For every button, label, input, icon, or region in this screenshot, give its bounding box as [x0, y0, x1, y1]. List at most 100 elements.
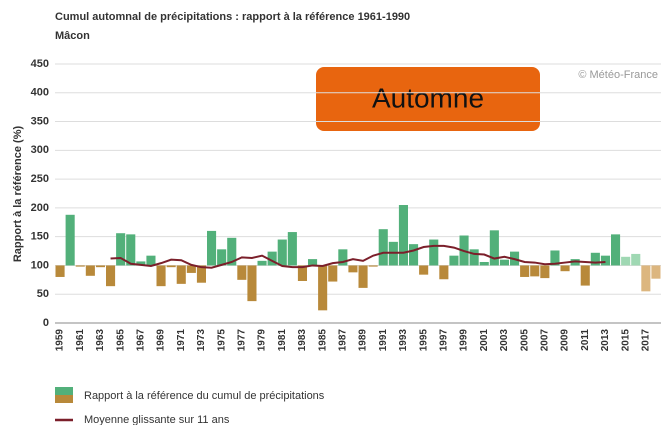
chart-subtitle: Mâcon	[55, 30, 90, 42]
x-tick-label: 1967	[135, 329, 146, 352]
bar	[479, 261, 489, 266]
bar	[297, 265, 307, 281]
bar	[540, 265, 550, 279]
bar	[196, 265, 206, 283]
x-tick-label: 1979	[257, 329, 268, 352]
x-tick-label: 1961	[75, 329, 86, 352]
bar	[65, 214, 75, 266]
x-tick-label: 2015	[620, 329, 631, 352]
bar	[489, 230, 499, 266]
bar	[146, 255, 156, 266]
bar	[611, 234, 621, 266]
bar	[308, 259, 318, 266]
bar	[75, 265, 85, 267]
bar	[287, 232, 297, 266]
bar	[621, 256, 631, 266]
y-tick-label: 150	[31, 231, 49, 243]
x-tick-label: 1991	[378, 329, 389, 352]
bar	[156, 265, 166, 287]
x-tick-label: 1977	[236, 329, 247, 352]
bar	[186, 265, 196, 273]
x-tick-label: 1985	[317, 329, 328, 352]
y-tick-label: 300	[31, 144, 49, 156]
x-tick-label: 2011	[580, 329, 591, 351]
chart-title: Cumul automnal de précipitations : rappo…	[55, 11, 410, 23]
bar	[409, 244, 419, 266]
bar	[378, 229, 388, 266]
bar	[469, 249, 479, 266]
bar	[449, 255, 459, 266]
bar	[631, 253, 641, 266]
y-tick-label: 0	[43, 317, 49, 329]
legend-label: Moyenne glissante sur 11 ans	[84, 414, 230, 425]
bar	[520, 265, 530, 277]
y-tick-label: 200	[31, 202, 49, 214]
x-tick-label: 1969	[156, 329, 167, 352]
bar	[166, 265, 176, 268]
bar	[429, 239, 439, 266]
y-tick-label: 350	[31, 115, 49, 127]
bar	[499, 259, 509, 266]
x-tick-label: 2009	[560, 329, 571, 352]
bar	[176, 265, 186, 284]
bar	[439, 265, 449, 280]
x-tick-label: 1975	[216, 329, 227, 352]
x-tick-label: 2007	[539, 329, 550, 352]
x-tick-label: 1981	[277, 329, 288, 352]
y-tick-label: 450	[31, 58, 49, 70]
x-tick-label: 2017	[640, 329, 651, 352]
x-tick-label: 1973	[196, 329, 207, 352]
x-tick-label: 2001	[479, 329, 490, 352]
x-tick-label: 1959	[55, 329, 66, 352]
badge: Automne	[372, 82, 484, 113]
bar	[600, 255, 610, 266]
x-tick-label: 1983	[297, 329, 308, 352]
x-tick-label: 1993	[398, 329, 409, 352]
y-tick-label: 400	[31, 87, 49, 99]
bar	[106, 265, 116, 287]
y-tick-label: 250	[31, 173, 49, 185]
bar	[419, 265, 429, 275]
x-tick-label: 2005	[519, 329, 530, 352]
bar	[85, 265, 95, 276]
x-tick-label: 1963	[95, 329, 106, 352]
bar	[227, 237, 237, 266]
x-tick-label: 1965	[115, 329, 126, 352]
bar	[55, 265, 65, 277]
bar	[328, 265, 338, 282]
bar	[530, 265, 540, 277]
bar	[318, 265, 328, 311]
legend-swatch	[55, 387, 73, 395]
bar	[560, 265, 570, 272]
bar	[348, 265, 358, 273]
watermark: © Météo-France	[578, 69, 658, 81]
bar	[267, 251, 277, 266]
x-tick-label: 1999	[459, 329, 470, 352]
bar	[136, 261, 146, 266]
bar	[338, 249, 348, 266]
x-tick-label: 1989	[358, 329, 369, 352]
y-axis-label: Rapport à la référence (%)	[12, 126, 24, 263]
bar	[277, 239, 287, 266]
bar	[257, 260, 267, 266]
bar	[358, 265, 368, 288]
bar	[651, 265, 661, 279]
moving-average-line	[110, 244, 606, 269]
x-tick-label: 1971	[176, 329, 187, 352]
x-tick-label: 1997	[438, 329, 449, 352]
bar	[217, 249, 227, 266]
bar	[590, 252, 600, 266]
bar	[207, 230, 217, 266]
bar	[550, 250, 560, 266]
bar	[126, 234, 136, 266]
bar	[116, 233, 126, 266]
legend-label: Rapport à la référence du cumul de préci…	[84, 390, 325, 402]
bar	[641, 265, 651, 292]
bar	[247, 265, 257, 302]
badge-box	[316, 67, 540, 131]
bar	[368, 265, 378, 267]
legend-swatch	[55, 395, 73, 403]
bar	[237, 265, 247, 280]
y-tick-label: 50	[37, 288, 49, 300]
